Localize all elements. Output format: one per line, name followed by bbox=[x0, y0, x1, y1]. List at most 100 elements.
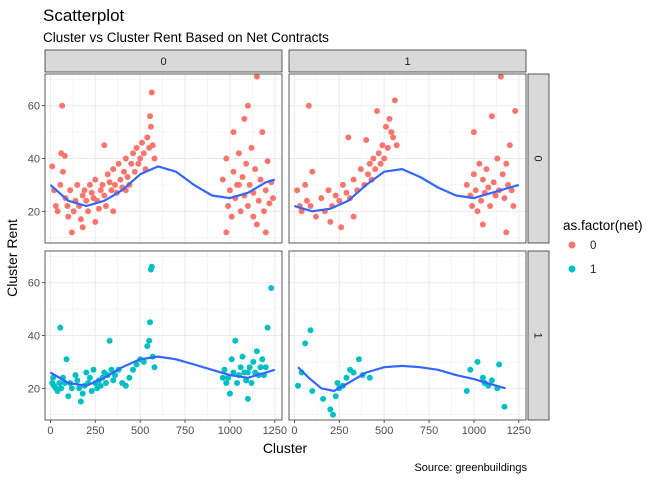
data-point bbox=[49, 163, 56, 170]
data-point bbox=[50, 374, 57, 381]
data-point bbox=[343, 189, 350, 196]
data-point bbox=[65, 393, 72, 400]
data-point bbox=[147, 113, 153, 120]
data-point bbox=[501, 403, 508, 410]
data-point bbox=[253, 348, 260, 355]
y-tick-label: 20 bbox=[28, 383, 40, 395]
data-point bbox=[506, 142, 513, 149]
data-point bbox=[147, 319, 153, 326]
data-point bbox=[97, 187, 104, 194]
data-point bbox=[144, 343, 151, 350]
data-point bbox=[294, 187, 301, 194]
x-tick-label: 0 bbox=[47, 425, 53, 437]
data-point bbox=[223, 155, 230, 162]
data-point bbox=[255, 197, 262, 204]
data-point bbox=[320, 395, 327, 402]
data-point bbox=[237, 364, 244, 371]
data-point bbox=[270, 195, 276, 202]
facet-strip-col-label: 1 bbox=[404, 56, 410, 68]
data-point bbox=[61, 152, 68, 159]
data-point bbox=[239, 174, 246, 180]
data-point bbox=[126, 374, 133, 381]
data-point bbox=[327, 406, 334, 413]
data-point bbox=[97, 382, 104, 389]
data-point bbox=[264, 158, 271, 165]
data-point bbox=[79, 224, 86, 231]
data-point bbox=[86, 374, 93, 381]
data-point bbox=[488, 377, 495, 384]
data-point bbox=[463, 388, 470, 394]
data-point bbox=[65, 213, 72, 220]
legend-label: 1 bbox=[590, 264, 596, 276]
data-point bbox=[83, 369, 90, 376]
data-point bbox=[131, 168, 138, 175]
data-point bbox=[246, 181, 253, 188]
data-point bbox=[146, 337, 153, 344]
data-point bbox=[332, 393, 339, 400]
data-point bbox=[130, 150, 136, 157]
data-point bbox=[135, 160, 142, 167]
data-point bbox=[305, 102, 312, 109]
data-point bbox=[243, 160, 250, 167]
y-tick-label: 20 bbox=[28, 206, 40, 218]
data-point bbox=[476, 160, 483, 167]
data-point bbox=[59, 102, 66, 109]
data-point bbox=[63, 356, 70, 363]
data-point bbox=[133, 361, 140, 368]
facet-strip-row bbox=[527, 250, 550, 421]
data-point bbox=[365, 171, 371, 178]
data-point bbox=[350, 176, 357, 183]
data-point bbox=[239, 353, 246, 360]
data-point bbox=[226, 390, 233, 397]
data-point bbox=[318, 195, 325, 202]
data-point bbox=[259, 356, 266, 363]
data-point bbox=[375, 150, 382, 157]
data-point bbox=[261, 208, 267, 215]
data-point bbox=[343, 374, 350, 381]
data-point bbox=[377, 160, 384, 167]
data-point bbox=[88, 388, 95, 394]
smooth-trend-line bbox=[294, 168, 520, 213]
data-point bbox=[219, 176, 226, 183]
data-point bbox=[366, 374, 373, 381]
data-point bbox=[510, 203, 517, 209]
data-point bbox=[226, 187, 233, 194]
data-point bbox=[76, 385, 83, 392]
data-point bbox=[309, 388, 316, 394]
data-point bbox=[325, 187, 332, 194]
x-tick-label: 750 bbox=[176, 425, 194, 437]
chart-title: Scatterplot bbox=[43, 6, 125, 25]
data-point bbox=[490, 179, 497, 186]
data-point bbox=[479, 176, 486, 183]
data-point bbox=[503, 160, 510, 167]
legend-label: 0 bbox=[590, 240, 596, 252]
data-point bbox=[470, 129, 477, 136]
data-point bbox=[124, 174, 131, 180]
data-point bbox=[77, 216, 84, 223]
facet-panel bbox=[288, 73, 527, 244]
data-point bbox=[110, 377, 117, 384]
x-tick-label: 250 bbox=[330, 425, 348, 437]
data-point bbox=[494, 155, 501, 162]
legend: 01 bbox=[568, 240, 596, 276]
data-point bbox=[244, 203, 251, 209]
data-point bbox=[505, 181, 511, 188]
data-point bbox=[474, 358, 481, 365]
data-point bbox=[148, 263, 155, 270]
data-point bbox=[95, 205, 102, 212]
data-point bbox=[112, 181, 118, 188]
data-point bbox=[467, 366, 474, 373]
data-point bbox=[384, 144, 391, 151]
data-point bbox=[104, 171, 111, 178]
data-point bbox=[390, 134, 397, 141]
data-point bbox=[57, 324, 64, 331]
data-point bbox=[99, 181, 106, 188]
data-point bbox=[244, 102, 251, 109]
data-point bbox=[67, 187, 74, 194]
data-point bbox=[381, 155, 388, 162]
data-point bbox=[386, 115, 393, 122]
data-point bbox=[232, 337, 239, 344]
data-point bbox=[266, 200, 273, 207]
facet-strip-row-label: 1 bbox=[532, 332, 544, 338]
data-point bbox=[479, 374, 486, 381]
